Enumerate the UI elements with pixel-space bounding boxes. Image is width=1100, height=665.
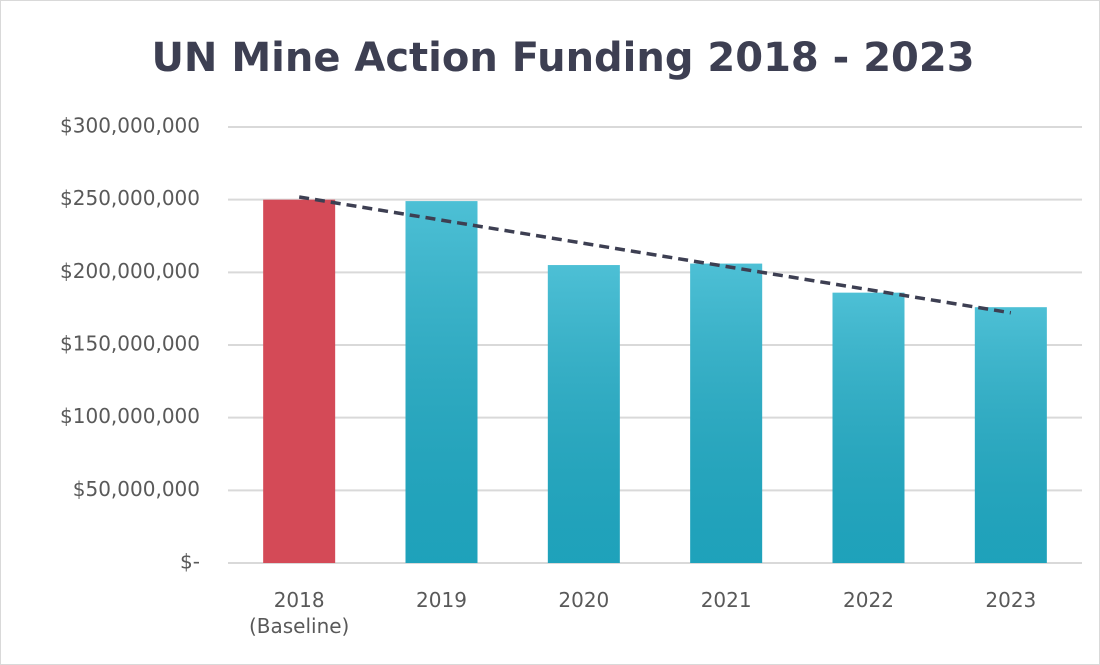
x-tick-label: 2021 bbox=[700, 588, 752, 612]
trendline bbox=[298, 195, 1012, 315]
y-tick-label: $- bbox=[180, 550, 200, 574]
x-tick-label: 2020 bbox=[558, 588, 610, 612]
y-tick-label: $100,000,000 bbox=[60, 404, 200, 428]
x-tick-label: 2019 bbox=[416, 588, 467, 612]
bar-shade bbox=[547, 265, 620, 563]
y-tick-label: $50,000,000 bbox=[73, 477, 200, 501]
bar-shade bbox=[832, 292, 905, 563]
bar-shade bbox=[690, 263, 763, 563]
bar-shade bbox=[974, 307, 1047, 563]
chart-title: UN Mine Action Funding 2018 - 2023 bbox=[151, 35, 974, 81]
y-tick-label: $200,000,000 bbox=[60, 259, 200, 283]
x-tick-label: 2023 bbox=[985, 588, 1037, 612]
x-tick-label: 2022 bbox=[843, 588, 894, 612]
y-tick-label: $300,000,000 bbox=[60, 114, 200, 138]
x-tick-label: 2018 (Baseline) bbox=[248, 588, 350, 638]
bar-shade bbox=[405, 201, 478, 563]
y-tick-label: $250,000,000 bbox=[60, 186, 200, 210]
bar bbox=[263, 199, 336, 563]
y-tick-label: $150,000,000 bbox=[60, 332, 200, 356]
